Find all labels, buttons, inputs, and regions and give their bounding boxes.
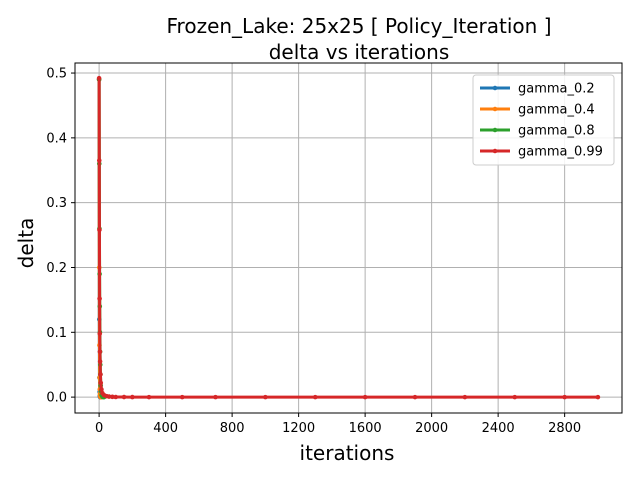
x-tick-label: 2000	[415, 421, 448, 436]
data-point	[562, 394, 567, 400]
data-point	[97, 349, 103, 355]
y-tick-label: 0.4	[46, 131, 67, 146]
x-axis-label: iterations	[300, 441, 395, 465]
data-point	[312, 394, 318, 400]
data-point	[263, 394, 268, 400]
y-tick-label: 0.5	[46, 67, 67, 82]
data-point	[362, 394, 368, 400]
ticks: 0 400 800 1200 1600 2000 2400 2800 0.0 0.1 0.2 0.3 0…	[46, 67, 581, 436]
x-tick-label: 1600	[349, 421, 382, 436]
legend-box	[472, 74, 615, 166]
data-point	[462, 394, 468, 400]
legend-marker	[492, 85, 498, 91]
series-layer	[96, 75, 601, 400]
data-point	[412, 394, 418, 400]
data-point	[113, 394, 119, 400]
data-point	[110, 394, 115, 400]
plot-frame	[74, 62, 623, 414]
data-point	[98, 372, 103, 377]
chart-subtitle: delta vs iterations	[269, 40, 450, 64]
legend-label: gamma_0.2	[518, 82, 595, 97]
legend-item: gamma_0.8	[480, 124, 595, 139]
legend: gamma_0.2 gamma_0.4 gamma_0.8 gamma_0.99	[472, 74, 615, 166]
data-point	[179, 394, 185, 400]
data-point	[97, 227, 102, 233]
data-point	[106, 394, 112, 399]
legend-label: gamma_0.4	[518, 103, 595, 118]
legend-item: gamma_0.2	[480, 82, 595, 97]
data-point	[130, 394, 135, 400]
series-gamma_0.99	[96, 75, 601, 400]
x-tick-label: 2800	[548, 421, 581, 436]
legend-item: gamma_0.4	[480, 103, 595, 118]
legend-marker	[492, 127, 498, 133]
data-point	[146, 394, 152, 400]
y-tick-label: 0.1	[46, 326, 67, 341]
x-tick-label: 400	[153, 421, 178, 436]
y-tick-label: 0.3	[46, 196, 67, 211]
data-point	[97, 359, 103, 364]
legend-marker	[492, 106, 498, 112]
x-tick-label: 800	[220, 421, 245, 436]
data-point	[99, 387, 104, 392]
legend-item: gamma_0.99	[480, 145, 603, 160]
y-tick-label: 0.0	[46, 391, 67, 406]
data-point	[97, 296, 102, 301]
data-point	[121, 394, 127, 400]
chart-title: Frozen_Lake: 25x25 [ Policy_Iteration ]	[167, 14, 552, 38]
legend-label: gamma_0.8	[518, 124, 595, 139]
x-tick-label: 2400	[482, 421, 515, 436]
y-tick-label: 0.2	[46, 261, 67, 276]
data-point	[97, 331, 103, 336]
x-tick-label: 0	[95, 421, 103, 436]
y-axis-label: delta	[14, 218, 38, 269]
data-point	[213, 394, 218, 400]
legend-label: gamma_0.99	[518, 145, 603, 160]
data-point	[96, 158, 102, 163]
data-point	[512, 394, 518, 400]
data-point	[595, 394, 601, 400]
legend-marker	[492, 148, 498, 154]
data-point	[96, 75, 102, 81]
data-point	[98, 380, 104, 386]
x-tick-label: 1200	[282, 421, 315, 436]
